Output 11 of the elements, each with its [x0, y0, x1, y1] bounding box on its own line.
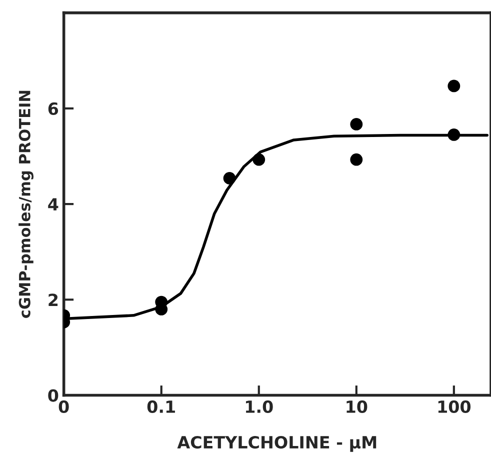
- y-axis-title: cGMP-pmoles/mg PROTEIN: [18, 90, 34, 318]
- x-axis-title: ACETYLCHOLINE - µM: [177, 436, 376, 452]
- x-tick-label: 100: [438, 400, 471, 414]
- y-tick-label: 0: [48, 389, 58, 402]
- x-tick-label: 0.1: [147, 400, 175, 414]
- x-tick-label: 10: [346, 400, 368, 414]
- x-tick-label: 0: [58, 400, 69, 414]
- y-tick-label: 4: [48, 198, 58, 210]
- y-tick-label: 6: [48, 102, 58, 115]
- y-tick-label: 2: [48, 294, 58, 306]
- x-tick-label: 1.0: [246, 400, 273, 414]
